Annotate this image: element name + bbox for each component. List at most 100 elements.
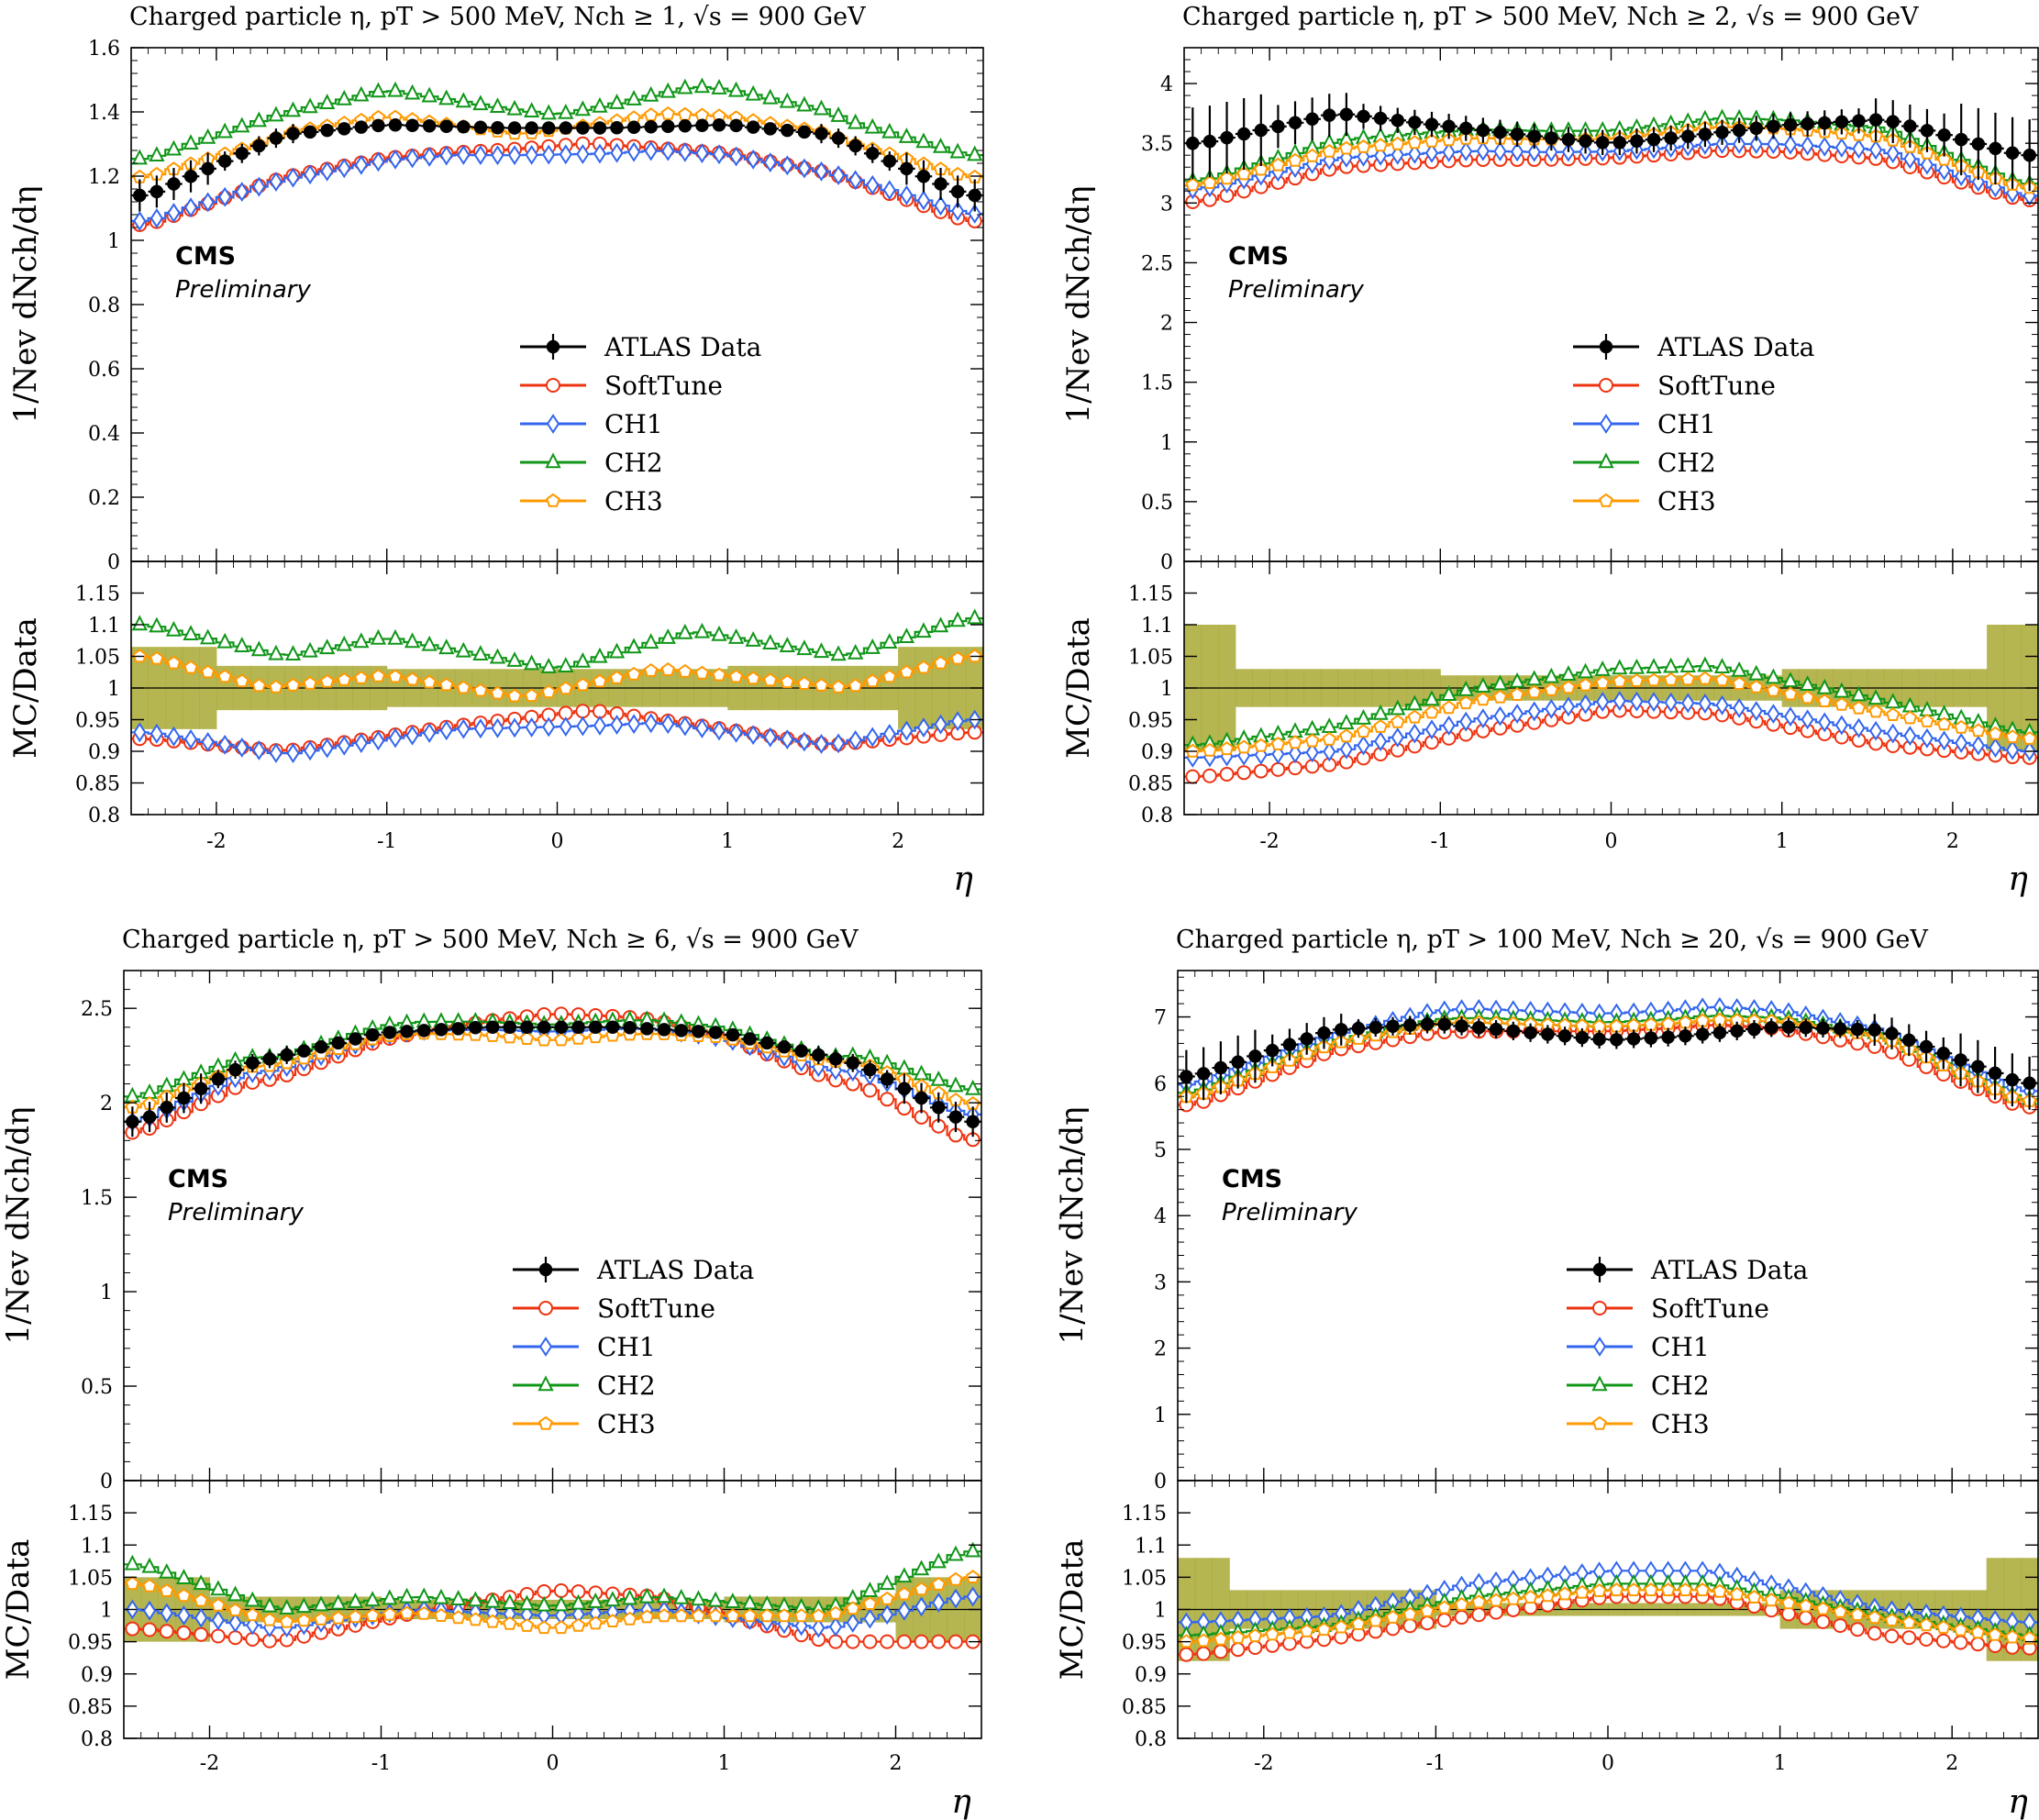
series-ch3 [124,1026,981,1635]
ratio-point [133,722,147,743]
ratio-point [302,641,318,658]
cms-label: CMS [1222,1165,1282,1193]
ratio-point [1440,685,1457,702]
series-point [694,107,710,122]
ratio-point [1748,679,1764,694]
series-point [779,92,795,108]
ratio-point [558,681,573,695]
ratio-point [1373,731,1388,752]
y-tick-label: 0 [107,551,120,574]
series-point [1390,136,1405,150]
data-point [900,161,914,176]
ratio-tick-label: 0.95 [68,1632,113,1655]
data-point [831,131,846,145]
ratio-point [793,1608,809,1623]
ratio-point [1935,1633,1951,1648]
series-point [1407,135,1423,150]
chart-title: Charged particle η, pT > 100 MeV, Nch ≥ … [1176,926,1928,954]
ratio-point [1385,1621,1401,1637]
ratio-point [1663,657,1679,673]
series-point [1920,154,1934,175]
legend-item-ch2: CH2 [1573,448,1716,478]
series-atlas-data [1178,1014,2038,1110]
ratio-point [656,1587,672,1604]
series-point [729,146,743,167]
ratio-point [690,1590,707,1606]
series-point [862,1082,878,1098]
ratio-point [1712,1583,1727,1598]
series-point [947,1076,964,1093]
series-line-ratio [1178,1582,2038,1637]
series-point [660,105,676,120]
series-point [423,147,437,167]
series-point [491,145,504,166]
ratio-point [1543,667,1559,683]
ratio-point [659,628,676,644]
ratio-point [1697,656,1713,672]
series-point [796,95,813,112]
ratio-point [365,1608,380,1622]
data-point [2005,146,2020,161]
ratio-point [916,660,931,674]
data-point [897,1082,912,1095]
ratio-point [371,730,385,751]
legend-item-softtune: SoftTune [513,1293,715,1324]
y-tick-label: 4 [1160,73,1173,96]
series-point [848,113,864,129]
ratio-point [159,1583,174,1597]
data-point [1867,1023,1882,1037]
ratio-point [210,1628,226,1644]
series-point [388,149,403,170]
legend-label: CH1 [597,1332,656,1362]
series-point [1219,171,1235,185]
data-point [1403,1018,1417,1032]
ratio-point [1731,660,1747,677]
ratio-tick-label: 1.15 [68,1503,113,1526]
data-point [1373,111,1388,126]
series-line-ratio [1178,1570,2038,1624]
series-line-ratio [124,1576,981,1629]
ratio-point [592,647,608,663]
ratio-point [261,1596,278,1613]
ratio-point [1578,677,1593,692]
legend-marker [546,339,560,354]
series-point [218,186,232,207]
ratio-point [160,1603,173,1624]
ratio-point [678,663,693,678]
y-tick-label: 0.2 [88,487,120,510]
series-point [404,83,421,100]
y-tick-label: 5 [1154,1139,1167,1162]
legend-marker [538,1337,553,1357]
ratio-point [472,645,489,661]
series-point [571,1030,586,1045]
ratio-point [707,1591,724,1607]
ratio-point [540,657,557,673]
series-point [882,180,896,201]
series-point [1937,160,1951,181]
ratio-point [1646,672,1661,687]
ratio-point [575,677,591,692]
series-point [659,82,676,98]
ratio-point [1798,1598,1813,1613]
data-point [916,169,931,183]
series-point [234,117,250,133]
ratio-tick-label: 1.1 [1141,615,1173,638]
data-point [828,1052,843,1066]
data-point [1801,117,1814,131]
series-point [519,1031,535,1045]
x-axis-label: η [2008,860,2028,898]
x-tick-label: 2 [892,830,904,853]
data-point [1506,1024,1521,1038]
ratio-point [846,1613,859,1633]
ratio-point [1746,1590,1762,1604]
series-point [643,85,659,102]
ratio-point [518,1594,536,1611]
series-point [900,184,914,205]
ratio-point [931,1634,947,1649]
data-point [1524,1026,1537,1039]
y-tick-label: 1 [1154,1404,1167,1427]
series-point [934,195,947,216]
ratio-point [1561,696,1576,717]
ratio-point [1441,700,1457,715]
ratio-point [712,667,726,682]
